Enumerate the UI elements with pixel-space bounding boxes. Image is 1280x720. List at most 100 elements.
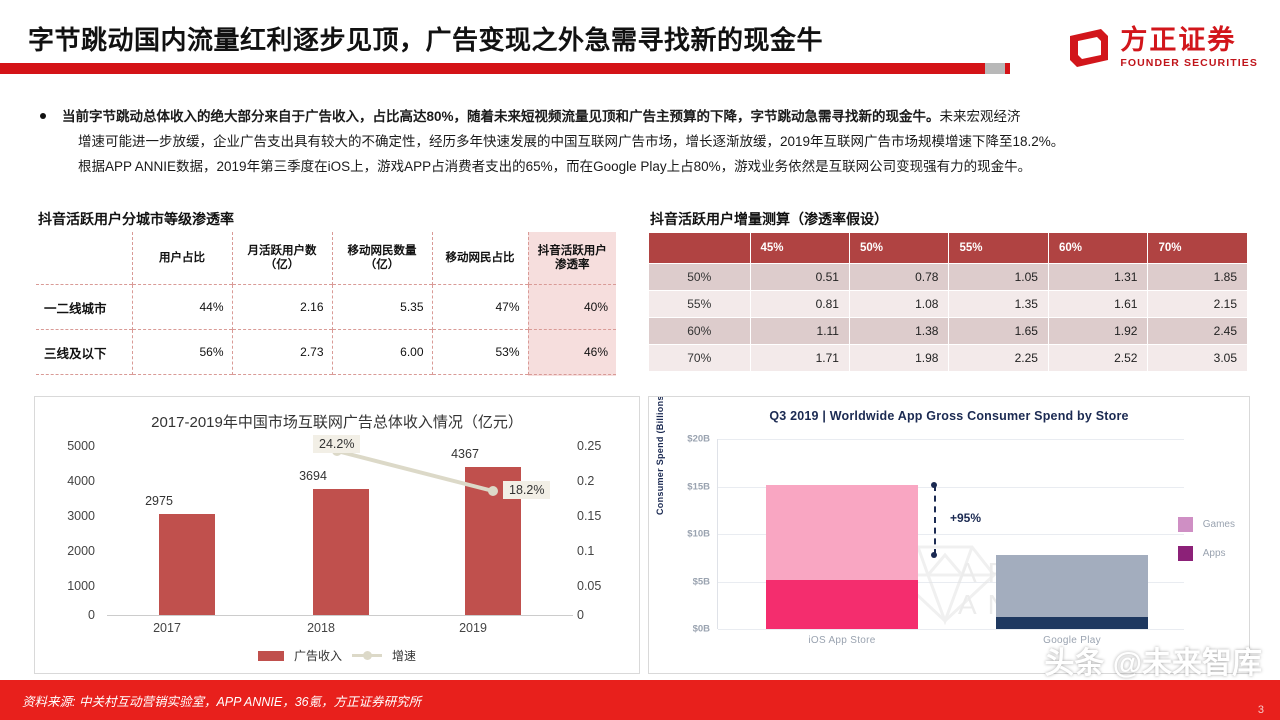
penetration-table: 用户占比 月活跃用户数 （亿） 移动网民数量 （亿） 移动网民占比 抖音活跃用户 渗透… (36, 232, 616, 375)
header-cell-corner (649, 233, 750, 263)
header-cell-60: 60% (1048, 233, 1148, 263)
source-note: 资料来源: 中关村互动营销实验室，APP ANNIE，36氪，方正证券研究所 (22, 695, 422, 709)
y2-axis-tick: 0.2 (577, 474, 595, 488)
row-label: 一二线城市 (36, 284, 132, 330)
cell: 3.05 (1148, 345, 1247, 371)
cell: 2.15 (1148, 291, 1247, 317)
header-cell-mobile-share: 移动网民占比 (431, 232, 528, 285)
cell: 1.38 (849, 318, 949, 344)
y-axis-tick: $0B (692, 623, 710, 635)
legend-swatch-revenue (257, 650, 284, 661)
cell: 0.81 (750, 291, 849, 317)
delta-connector (934, 484, 936, 555)
legend-item-games: Games (1177, 517, 1235, 532)
legend-label-apps: Apps (1202, 548, 1226, 559)
gridline-0: $0B (693, 624, 1184, 635)
logo-name-en: FOUNDER SECURITIES (1120, 57, 1258, 70)
legend-label-revenue: 广告收入 (293, 649, 342, 663)
table-row: 三线及以下 56% 2.73 6.00 53% 46% (36, 329, 616, 375)
legend-item-apps: Apps (1177, 546, 1235, 561)
cell: 2.73 (231, 329, 332, 375)
cell: 6.00 (331, 329, 432, 375)
cell: 1.71 (750, 345, 849, 371)
x-axis-tick-2019: 2019 (459, 621, 487, 635)
y2-axis-tick: 0.1 (577, 544, 595, 558)
cell: 2.52 (1048, 345, 1148, 371)
table-header-row: 45% 50% 55% 60% 70% (649, 233, 1247, 263)
gridline-15: $15B (687, 481, 1184, 492)
header-cell-penetration: 抖音活跃用户 渗透率 (527, 232, 616, 285)
cell: 1.05 (949, 264, 1048, 290)
cell: 2.25 (949, 345, 1048, 371)
growth-label-2018: 24.2% (313, 435, 361, 453)
toutiao-watermark: 头条 @未来智库 (1044, 647, 1262, 680)
header-cell-mau: 月活跃用户数 （亿） (231, 232, 332, 285)
logo-text: 方正证券 FOUNDER SECURITIES (1120, 27, 1258, 69)
cell: 1.08 (849, 291, 949, 317)
paragraph-line-1-bold: 当前字节跳动总体收入的绝大部分来自于广告收入，占比高达80%，随着未来短视频流量… (62, 109, 940, 124)
legend-swatch-apps (1177, 546, 1193, 561)
bar-segment-apps-gp (996, 616, 1148, 629)
founder-logo-mark-icon (1067, 26, 1111, 70)
cell: 1.98 (849, 345, 949, 371)
cell: 1.85 (1148, 264, 1247, 290)
footer-bar: 资料来源: 中关村互动营销实验室，APP ANNIE，36氪，方正证券研究所 3 (0, 680, 1280, 720)
y2-axis-tick: 0.05 (577, 579, 602, 593)
bar-value-2018: 3694 (299, 469, 327, 483)
cell: 1.92 (1048, 318, 1148, 344)
bar-segment-apps-ios (766, 579, 918, 629)
ad-revenue-chart: 2017-2019年中国市场互联网广告总体收入情况（亿元） 5000 4000 … (34, 396, 640, 674)
cell: 40% (527, 284, 616, 330)
bar-ios-app-store (766, 484, 918, 629)
header-cell-corner (36, 232, 132, 285)
paragraph-line-2: 增速可能进一步放缓，企业广告支出具有较大的不确定性，经历多年快速发展的中国互联网… (78, 134, 1065, 149)
header-cell-55: 55% (949, 233, 1048, 263)
header-accent-bar (0, 63, 1010, 74)
row-label: 60% (649, 318, 750, 344)
cell: 2.16 (231, 284, 332, 330)
table-row: 60% 1.11 1.38 1.65 1.92 2.45 (649, 318, 1247, 344)
y2-axis-tick: 0.25 (577, 439, 602, 453)
table-bottom-rule (36, 374, 616, 375)
cell: 44% (131, 284, 232, 330)
y2-axis-tick: 0.15 (577, 509, 602, 523)
header-cell-mobile-netizens: 移动网民数量 （亿） (331, 232, 432, 285)
cell: 47% (431, 284, 528, 330)
cell: 53% (431, 329, 528, 375)
cell: 1.35 (949, 291, 1048, 317)
body-paragraph: 当前字节跳动总体收入的绝大部分来自于广告收入，占比高达80%，随着未来短视频流量… (40, 104, 1248, 179)
page-number: 3 (1257, 704, 1264, 716)
chart-legend: 广告收入 增速 (35, 647, 639, 664)
table-row: 55% 0.81 1.08 1.35 1.61 2.15 (649, 291, 1247, 317)
page-title: 字节跳动国内流量红利逐步见顶，广告变现之外急需寻找新的现金牛 (28, 25, 824, 55)
y-axis-tick: 1000 (67, 579, 95, 593)
y-axis-tick: $5B (692, 576, 710, 587)
header-accent-bar-tail (985, 63, 1005, 74)
table-row: 70% 1.71 1.98 2.25 2.52 3.05 (649, 345, 1247, 371)
bar-google-play (996, 554, 1148, 629)
row-label: 70% (649, 345, 750, 371)
right-table-title: 抖音活跃用户增量测算（渗透率假设） (650, 211, 888, 227)
chart-title: Q3 2019 | Worldwide App Gross Consumer S… (769, 409, 1129, 423)
y-axis-tick: $15B (687, 481, 710, 492)
table-header-row: 用户占比 月活跃用户数 （亿） 移动网民数量 （亿） 移动网民占比 抖音活跃用户 渗透… (36, 232, 616, 285)
cell: 1.65 (949, 318, 1048, 344)
x-axis-tick-2017: 2017 (153, 621, 181, 635)
bar-segment-games-gp (996, 554, 1148, 617)
chart-legend: Games Apps (1177, 517, 1235, 575)
legend-label-growth: 增速 (392, 649, 417, 663)
plot-area: $0B $5B $10B $15B $20B (687, 434, 1184, 646)
delta-label: +95% (950, 511, 982, 525)
bar-2017 (159, 514, 215, 615)
y-axis-title: Consumer Spend (Billions) (655, 396, 665, 515)
row-label: 55% (649, 291, 750, 317)
header-cell-user-share: 用户占比 (131, 232, 232, 285)
cell: 1.11 (750, 318, 849, 344)
cell: 0.78 (849, 264, 949, 290)
legend-swatch-games (1177, 517, 1193, 532)
x-axis-tick-google-play: Google Play (1043, 635, 1101, 646)
x-axis-tick-ios: iOS App Store (808, 635, 876, 646)
paragraph-line-3: 根据APP ANNIE数据，2019年第三季度在iOS上，游戏APP占消费者支出… (78, 159, 1032, 174)
cell: 1.61 (1048, 291, 1148, 317)
